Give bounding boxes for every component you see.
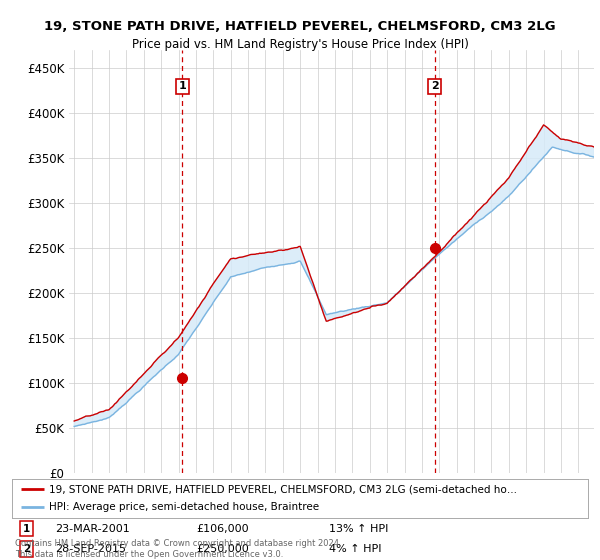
Text: 4% ↑ HPI: 4% ↑ HPI — [329, 544, 382, 554]
Text: Contains HM Land Registry data © Crown copyright and database right 2024.
This d: Contains HM Land Registry data © Crown c… — [15, 539, 341, 559]
Text: HPI: Average price, semi-detached house, Braintree: HPI: Average price, semi-detached house,… — [49, 502, 320, 512]
Text: 13% ↑ HPI: 13% ↑ HPI — [329, 524, 388, 534]
Text: 23-MAR-2001: 23-MAR-2001 — [55, 524, 130, 534]
Text: 2: 2 — [23, 544, 30, 554]
Text: 19, STONE PATH DRIVE, HATFIELD PEVEREL, CHELMSFORD, CM3 2LG (semi-detached ho…: 19, STONE PATH DRIVE, HATFIELD PEVEREL, … — [49, 484, 518, 494]
Text: 28-SEP-2015: 28-SEP-2015 — [55, 544, 126, 554]
Text: £106,000: £106,000 — [196, 524, 249, 534]
Text: 19, STONE PATH DRIVE, HATFIELD PEVEREL, CHELMSFORD, CM3 2LG: 19, STONE PATH DRIVE, HATFIELD PEVEREL, … — [44, 20, 556, 32]
Text: Price paid vs. HM Land Registry's House Price Index (HPI): Price paid vs. HM Land Registry's House … — [131, 38, 469, 50]
Text: 2: 2 — [431, 81, 439, 91]
Text: 1: 1 — [178, 81, 186, 91]
Text: 1: 1 — [23, 524, 30, 534]
Text: £250,000: £250,000 — [196, 544, 249, 554]
